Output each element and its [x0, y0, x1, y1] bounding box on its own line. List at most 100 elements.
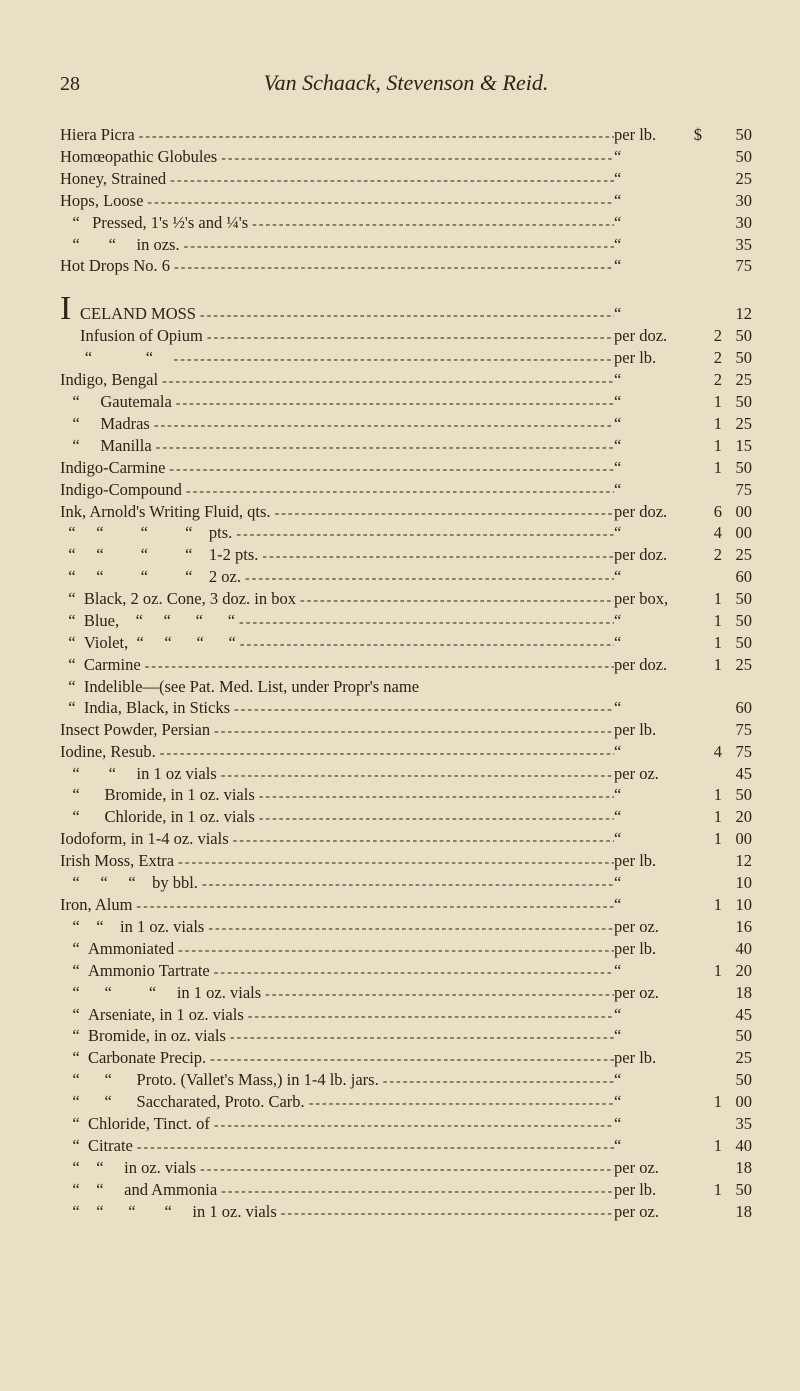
item-description: Irish Moss, Extra: [60, 850, 174, 871]
unit-label: “: [614, 391, 684, 412]
leader-dots: [255, 788, 614, 806]
price-cents: 00: [722, 828, 752, 849]
price-cents: 35: [722, 234, 752, 255]
item-description: “ “ in 1 oz vials: [60, 763, 217, 784]
unit-label: per oz.: [614, 1157, 684, 1178]
price-cents: 18: [722, 1157, 752, 1178]
price-cents: 50: [722, 124, 752, 145]
unit-label: “: [614, 212, 684, 233]
price-cents: 25: [722, 544, 752, 565]
price-row: “ Citrate“140: [60, 1135, 752, 1157]
price-cents: 50: [722, 325, 752, 346]
item-description: “ Chloride, Tinct. of: [60, 1113, 210, 1134]
unit-label: per lb.: [614, 1179, 684, 1200]
price-row: Homœopathic Globules“50: [60, 146, 752, 168]
price-cents: 50: [722, 632, 752, 653]
price-row: “ Violet, “ “ “ ““150: [60, 632, 752, 654]
item-description: “ Indelible—(see Pat. Med. List, under P…: [60, 676, 419, 697]
price-dollars: 1: [702, 894, 722, 915]
price-cents: 10: [722, 894, 752, 915]
price-dollars: 1: [702, 828, 722, 849]
price-cents: 25: [722, 1047, 752, 1068]
unit-label: “: [614, 806, 684, 827]
leader-dots: [277, 1205, 614, 1223]
price-row: “ Madras“125: [60, 413, 752, 435]
price-dollars: 6: [702, 501, 722, 522]
price-row: “ “ “ “ 1-2 pts.per doz.225: [60, 544, 752, 566]
leader-dots: [210, 964, 614, 982]
price-cents: 18: [722, 982, 752, 1003]
unit-label: per lb.: [614, 850, 684, 871]
price-row: “ India, Black, in Sticks“60: [60, 697, 752, 719]
price-row: Indigo-Compound“75: [60, 479, 752, 501]
leader-dots: [236, 636, 614, 654]
price-dollars: 1: [702, 806, 722, 827]
leader-dots: [143, 194, 614, 212]
item-description: “ “ “ by bbl.: [60, 872, 198, 893]
leader-dots: [132, 898, 614, 916]
price-dollars: 1: [702, 1135, 722, 1156]
item-description: Iodine, Resub.: [60, 741, 156, 762]
item-description: “ Blue, “ “ “ “: [60, 610, 235, 631]
leader-dots: [210, 1117, 614, 1135]
leader-dots: [172, 395, 614, 413]
price-list: Hiera Picraper lb.$50Homœopathic Globule…: [60, 124, 752, 1223]
price-row: “ Chloride, in 1 oz. vials“120: [60, 806, 752, 828]
leader-dots: [217, 1183, 614, 1201]
price-row: “ Pressed, 1's ½'s and ¼'s“30: [60, 212, 752, 234]
price-row: Hot Drops No. 6“75: [60, 255, 752, 277]
unit-label: “: [614, 413, 684, 434]
price-cents: 60: [722, 697, 752, 718]
price-cents: 50: [722, 1179, 752, 1200]
price-row: Indigo, Bengal“225: [60, 369, 752, 391]
item-description: “ “ in oz. vials: [60, 1157, 196, 1178]
price-cents: 00: [722, 501, 752, 522]
item-description: “ Ammoniated: [60, 938, 174, 959]
item-description: “ “ “ “ 2 oz.: [60, 566, 241, 587]
unit-label: “: [614, 741, 684, 762]
leader-dots: [204, 920, 614, 938]
unit-label: “: [614, 697, 684, 718]
price-row: “ “ “ by bbl.“10: [60, 872, 752, 894]
price-row: ICELAND MOSS“12: [60, 295, 752, 325]
leader-dots: [198, 876, 614, 894]
item-description: “ Arseniate, in 1 oz. vials: [60, 1004, 244, 1025]
unit-label: “: [614, 435, 684, 456]
price-dollars: 1: [702, 1179, 722, 1200]
unit-label: per doz.: [614, 325, 684, 346]
unit-label: “: [614, 1069, 684, 1090]
leader-dots: [174, 942, 614, 960]
leader-dots: [150, 417, 614, 435]
unit-label: “: [614, 303, 684, 324]
item-description: “ “ “ “ 1-2 pts.: [60, 544, 258, 565]
price-row: Irish Moss, Extraper lb.12: [60, 850, 752, 872]
unit-label: “: [614, 828, 684, 849]
price-dollars: 1: [702, 413, 722, 434]
leader-dots: [271, 505, 614, 523]
leader-dots: [230, 701, 614, 719]
price-row: Iron, Alum“110: [60, 894, 752, 916]
item-description: “ Black, 2 oz. Cone, 3 doz. in box: [60, 588, 296, 609]
page-container: 28 Van Schaack, Stevenson & Reid. Hiera …: [0, 0, 800, 1391]
item-description: “ Carmine: [60, 654, 141, 675]
price-cents: 20: [722, 806, 752, 827]
item-description: “ “ Saccharated, Proto. Carb.: [60, 1091, 305, 1112]
item-description: “ Ammonio Tartrate: [60, 960, 210, 981]
item-description: Infusion of Opium: [60, 325, 203, 346]
item-description: “ Pressed, 1's ½'s and ¼'s: [60, 212, 248, 233]
price-row: “ Black, 2 oz. Cone, 3 doz. in boxper bo…: [60, 588, 752, 610]
unit-label: “: [614, 1135, 684, 1156]
price-dollars: 4: [702, 522, 722, 543]
leader-dots: [174, 854, 614, 872]
price-row: “ Ammoniatedper lb.40: [60, 938, 752, 960]
section-gap: [60, 277, 752, 295]
price-cents: 45: [722, 1004, 752, 1025]
item-description: Iron, Alum: [60, 894, 132, 915]
price-row: “ Carmineper doz.125: [60, 654, 752, 676]
price-row: “ Indelible—(see Pat. Med. List, under P…: [60, 676, 752, 697]
item-description: Hops, Loose: [60, 190, 143, 211]
price-row: “ “ in ozs.“35: [60, 234, 752, 256]
unit-label: “: [614, 1004, 684, 1025]
price-row: “ Bromide, in oz. vials“50: [60, 1025, 752, 1047]
price-dollars: 1: [702, 435, 722, 456]
